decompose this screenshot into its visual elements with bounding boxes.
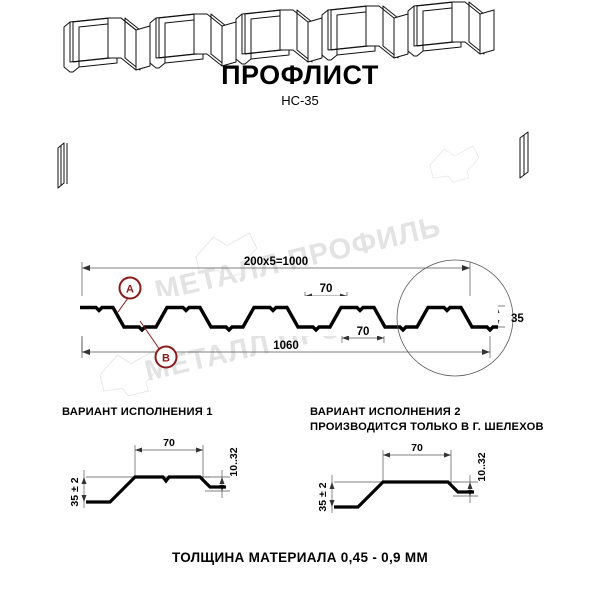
callout-b: B: [139, 320, 178, 369]
callout-a: A: [117, 276, 142, 313]
variant-1-heading-line-1: ВАРИАНТ ИСПОЛНЕНИЯ 1: [62, 406, 213, 418]
profile-cross-section: 200x5=1000 70 70 1060 35 A B: [78, 256, 524, 377]
variant-2-heading-line-1: ВАРИАНТ ИСПОЛНЕНИЯ 2: [310, 406, 461, 418]
callout-a-label: A: [126, 284, 134, 296]
page-subtitle: НС-35: [281, 93, 319, 108]
dimension-arrowheads: [82, 265, 500, 355]
dimension-height: 35: [511, 313, 524, 325]
variant-2: ВАРИАНТ ИСПОЛНЕНИЯ 2 ПРОИЗВОДИТСЯ ТОЛЬКО…: [310, 406, 544, 513]
variant-1-profile-line: [86, 475, 226, 504]
dimension-top-overall: 200x5=1000: [244, 256, 308, 268]
detail-magnifier-circle: [396, 259, 514, 377]
dimension-crest-width: 70: [320, 283, 333, 295]
variant-2-dimension-height: 35 ± 2: [317, 482, 329, 511]
variant-1-dimension-top-width: 70: [163, 437, 175, 449]
variant-2-profile-line: [334, 480, 474, 509]
profile-wipe: [78, 296, 498, 336]
dimension-valley-width: 70: [357, 326, 370, 338]
callout-b-label: B: [162, 353, 170, 365]
variant-1-dimension-flange: 10..32: [228, 447, 240, 476]
page-title: ПРОФЛИСТ: [221, 60, 379, 90]
variant-1: ВАРИАНТ ИСПОЛНЕНИЯ 1 70 35 ± 2: [62, 406, 240, 508]
metall-profil-polygon-logo: [99, 145, 480, 397]
callout-a-circle: [118, 276, 142, 300]
corrugated-sheet-3d-illustration: [57, 1, 529, 189]
callout-b-circle: [154, 345, 178, 369]
variant-1-dimension-height: 35 ± 2: [69, 477, 81, 506]
variant-2-heading-line-2: ПРОИЗВОДИТСЯ ТОЛЬКО В Г. ШЕЛЕХОВ: [310, 421, 544, 433]
variant-2-arrowheads: [329, 452, 473, 507]
profile-polyline: [80, 305, 498, 333]
footer-material-thickness: ТОЛЩИНА МАТЕРИАЛА 0,45 - 0,9 ММ: [172, 550, 428, 565]
dimension-bottom-overall: 1060: [273, 340, 299, 352]
variant-2-dimension-flange: 10..32: [476, 452, 488, 481]
variant-2-dimension-top-width: 70: [411, 442, 423, 454]
callout-b-leader: [139, 320, 161, 351]
